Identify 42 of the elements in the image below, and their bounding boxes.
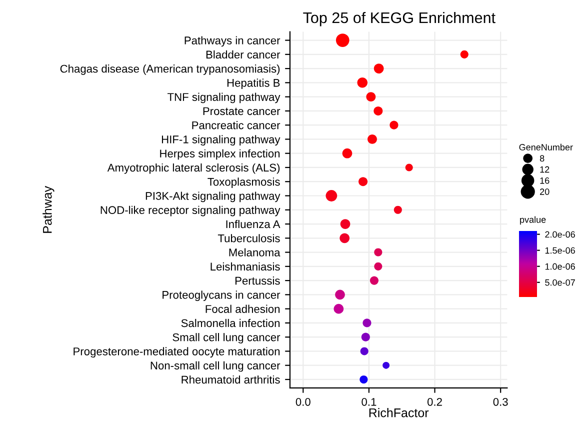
legend-label: 20	[540, 188, 550, 195]
y-tick-label: Rheumatoid arthritis	[182, 375, 280, 384]
x-tick-label: 0.2	[427, 398, 442, 406]
y-tick-label: Progesterone-mediated oocyte maturation	[74, 347, 280, 358]
y-tick-label: Amyotrophic lateral sclerosis (ALS)	[107, 163, 280, 174]
color-bar-label: 2.0e-06	[545, 231, 575, 238]
y-tick-label: Hepatitis B	[227, 78, 280, 90]
legend-label: 16	[540, 177, 550, 184]
y-tick-label: Proteoglycans in cancer	[162, 290, 280, 302]
x-axis-title: RichFactor	[369, 408, 429, 418]
y-tick-label: Toxoplasmosis	[208, 178, 280, 188]
y-tick-label: Chagas disease (American trypanosomiasis)	[60, 64, 280, 75]
legend-title: GeneNumber	[519, 144, 573, 150]
y-tick-label: Influenza A	[226, 220, 280, 228]
color-bar-label: 5.0e-07	[545, 279, 575, 286]
y-tick-label: NOD-like receptor signaling pathway	[100, 206, 280, 216]
y-tick-label: Leishmaniasis	[210, 262, 280, 271]
color-bar-label: 1.0e-06	[545, 263, 575, 270]
y-tick-label: Herpes simplex infection	[160, 149, 280, 160]
x-tick-label: 0.0	[296, 398, 310, 406]
y-tick-label: Focal adhesion	[206, 304, 280, 313]
y-tick-label: HIF-1 signaling pathway	[162, 135, 280, 146]
y-tick-label: Non-small cell lung cancer	[150, 361, 280, 372]
y-tick-label: Bladder cancer	[206, 50, 280, 59]
color-bar-label: 1.5e-06	[545, 247, 575, 254]
y-tick-label: Prostate cancer	[203, 107, 280, 116]
chart-title: Top 25 of KEGG Enrichment	[303, 12, 496, 26]
y-axis-title: Pathway	[42, 186, 54, 233]
legend-label: 8	[540, 155, 544, 162]
x-tick-label: 0.3	[493, 398, 508, 406]
y-tick-label: Salmonella infection	[181, 318, 280, 328]
y-tick-label: TNF signaling pathway	[167, 92, 280, 104]
y-tick-label: PI3K-Akt signaling pathway	[146, 192, 280, 202]
legend-label: 12	[540, 166, 550, 173]
y-tick-label: Pertussis	[235, 276, 280, 285]
x-tick-label: 0.1	[362, 398, 376, 406]
y-tick-label: Pathways in cancer	[184, 36, 280, 47]
y-tick-label: Small cell lung cancer	[172, 333, 280, 344]
color-bar-title: pvalue	[520, 216, 546, 225]
y-tick-label: Tuberculosis	[218, 234, 280, 242]
y-tick-label: Pancreatic cancer	[192, 121, 280, 130]
y-tick-label: Melanoma	[229, 248, 280, 256]
